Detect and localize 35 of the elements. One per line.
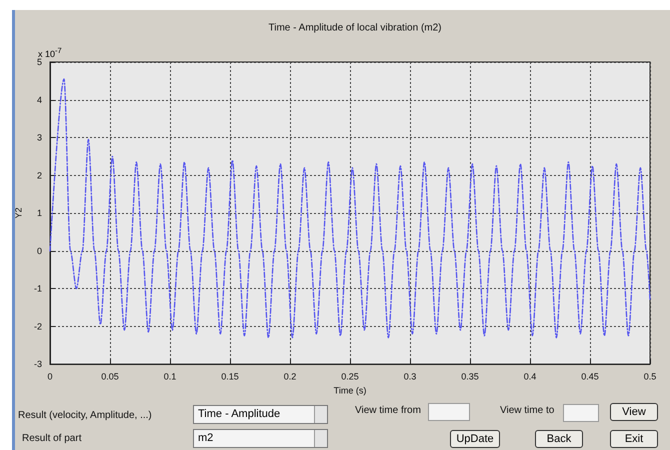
- text: View time from: [355, 405, 421, 416]
- y-tick-label: -1: [34, 284, 42, 294]
- button: View: [610, 403, 658, 421]
- chart-title: Time - Amplitude of local vibration (m2): [268, 22, 442, 34]
- x-axis-title: Time (s): [334, 386, 366, 396]
- y-tick-label: 3: [36, 132, 42, 143]
- x-tick-label: 0.2: [284, 372, 296, 382]
- y-tick-label: 2: [36, 170, 42, 180]
- line-series: [49, 78, 651, 338]
- text: Result (velocity, Amplitude, ...): [18, 410, 152, 421]
- x-tick-label: 0.3: [404, 372, 416, 382]
- x-tick-label: 0: [47, 372, 53, 382]
- y-tick-label: -2: [34, 321, 42, 332]
- x-tick-label: 0.1: [164, 372, 176, 382]
- y-tick-label: 0: [36, 246, 42, 256]
- button: Back: [535, 430, 583, 448]
- button: UpDate: [450, 430, 500, 448]
- x-tick-label: 0.15: [221, 372, 239, 382]
- x-tick-label: 0.05: [101, 372, 119, 382]
- text: View time to: [500, 405, 554, 416]
- y-axis-title: Y2: [14, 208, 24, 219]
- y-tick-label: -3: [34, 359, 42, 370]
- dropdown: Time - Amplitude: [193, 405, 328, 424]
- text: Result of part: [22, 433, 82, 444]
- y-tick-label: 4: [36, 94, 42, 105]
- y-tick-label: 5: [36, 57, 42, 67]
- x-tick-label: 0.25: [341, 372, 359, 382]
- x-tick-label: 0.45: [581, 372, 599, 382]
- x-tick-label: 0.35: [461, 372, 479, 382]
- x-tick-label: 0.4: [524, 372, 536, 382]
- dropdown: m2: [193, 429, 328, 448]
- button: Exit: [610, 430, 658, 448]
- x-tick-label: 0.5: [644, 372, 656, 382]
- text: x 10$^{-7}$: [38, 46, 62, 59]
- y-tick-label: 1: [36, 208, 42, 218]
